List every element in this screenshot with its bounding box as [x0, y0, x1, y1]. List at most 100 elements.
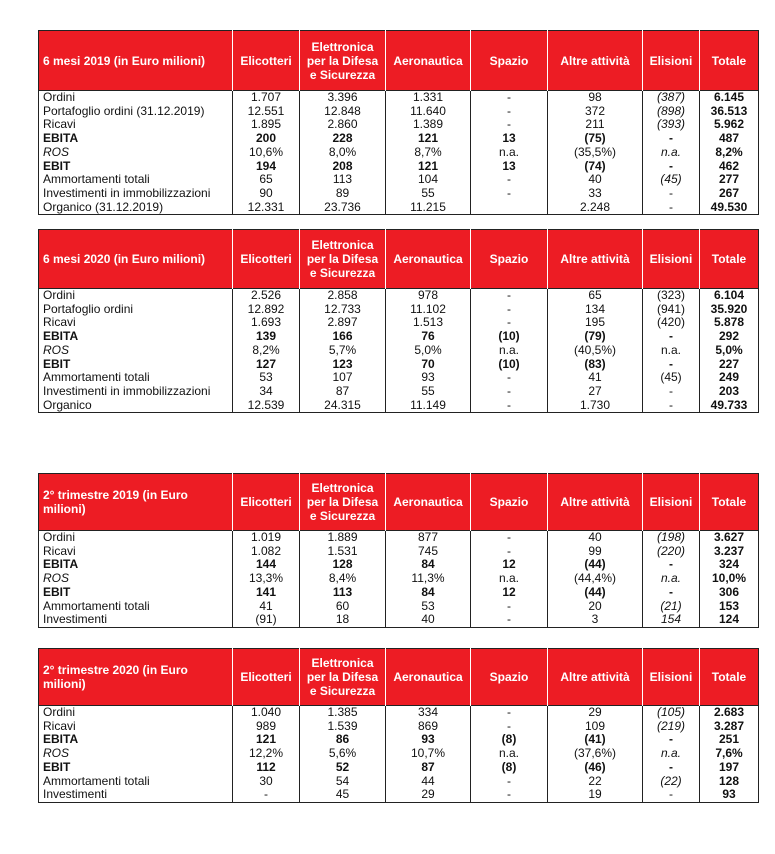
row-label: Ammortamenti totali [38, 173, 233, 187]
cell-totale: 7,6% [715, 746, 743, 761]
cell-elettronica: 113 [299, 173, 386, 187]
cell-altre-attivita: 40 [547, 530, 643, 545]
cell-spazio: - [470, 398, 548, 413]
cell-spazio: - [470, 302, 548, 317]
table-row: Investimenti in immobilizzazioni 90 89 55-3… [38, 186, 759, 201]
column-header-altre-attivita: Altre attività [547, 473, 643, 531]
cell-elicotteri: 41 [232, 599, 300, 614]
cell-elicotteri: 1.040 [232, 705, 300, 720]
column-header-aeronautica: Aeronautica [385, 229, 471, 289]
cell-elettronica: 1.539 [299, 719, 386, 734]
cell-aeronautica: 11.640 [385, 104, 471, 119]
cell-elicotteri: 12.551 [232, 104, 300, 119]
cell-elisioni: - [642, 585, 700, 600]
cell-elisioni: - [642, 329, 700, 344]
cell-elicotteri: 65 [232, 173, 300, 187]
cell-elettronica: 18 [299, 612, 386, 628]
cell-spazio: n.a. [470, 746, 548, 761]
cell-altre-attivita: (35,5%) [547, 145, 643, 160]
cell-totale: 153 [718, 598, 740, 613]
cell-elisioni: - [642, 159, 700, 174]
cell-totale: 35.920 [710, 301, 748, 316]
cell-aeronautica: 8,7% [385, 145, 471, 160]
cell-elettronica: 87 [299, 384, 386, 399]
cell-elisioni: - [642, 131, 700, 146]
cell-aeronautica: 44 [385, 774, 471, 789]
cell-aeronautica: 29 [385, 787, 471, 803]
cell-altre-attivita: 3 [547, 612, 643, 628]
cell-aeronautica: 93 [385, 733, 471, 748]
row-label: Ricavi [38, 544, 233, 559]
cell-elisioni: n.a. [642, 746, 700, 761]
cell-spazio: - [470, 118, 548, 133]
cell-totale: 487 [718, 131, 740, 146]
cell-elettronica: 89 [299, 186, 386, 201]
cell-elettronica: 2.860 [299, 118, 386, 133]
cell-aeronautica: 5,0% [385, 343, 471, 358]
cell-elicotteri: 139 [232, 329, 300, 344]
column-header-spazio: Spazio [470, 648, 548, 706]
cell-elicotteri: (91) [232, 612, 300, 628]
cell-spazio: - [470, 530, 548, 545]
column-header-elisioni: Elisioni [642, 30, 700, 91]
cell-elicotteri: 8,2% [232, 343, 300, 358]
column-header-altre-attivita: Altre attività [547, 648, 643, 706]
cell-aeronautica: 877 [385, 530, 471, 545]
cell-elicotteri: 194 [232, 159, 300, 174]
cell-elettronica: 86 [299, 733, 386, 748]
row-label: Investimenti in immobilizzazioni [38, 186, 233, 201]
cell-elisioni: - [642, 733, 700, 748]
cell-spazio: n.a. [470, 145, 548, 160]
cell-altre-attivita: (79) [547, 329, 643, 344]
cell-elettronica: 8,4% [299, 571, 386, 586]
cell-elettronica: 12.848 [299, 104, 386, 119]
table-header-row: 6 mesi 2019 (in Euro milioni) Elicotteri E… [38, 30, 759, 91]
cell-aeronautica: 84 [385, 558, 471, 573]
table-row: Organico 12.539 24.315 11.149-1.730-49.733 [38, 397, 759, 413]
cell-totale: 203 [718, 383, 740, 398]
row-label: ROS [38, 746, 233, 761]
cell-altre-attivita: 1.730 [547, 398, 643, 413]
table-header-row: 6 mesi 2020 (in Euro milioni) Elicotteri E… [38, 229, 759, 289]
row-label: EBITA [38, 733, 233, 748]
cell-totale: 128 [718, 773, 740, 788]
column-header-spazio: Spazio [470, 473, 548, 531]
table-row: Portafoglio ordini (31.12.2019) 12.551 12.… [38, 104, 759, 119]
cell-elettronica: 1.889 [299, 530, 386, 545]
cell-aeronautica: 70 [385, 357, 471, 372]
cell-aeronautica: 104 [385, 173, 471, 187]
table-row: EBITA 200 228 121 13 (75) - 487 [38, 131, 759, 146]
cell-aeronautica: 745 [385, 544, 471, 559]
financial-table: 2° trimestre 2020 (in Euro milioni) Elico… [38, 648, 759, 803]
cell-aeronautica: 121 [385, 131, 471, 146]
cell-altre-attivita: (74) [547, 159, 643, 174]
cell-elicotteri: 34 [232, 384, 300, 399]
cell-totale: 124 [718, 612, 740, 627]
cell-spazio: - [470, 719, 548, 734]
cell-aeronautica: 53 [385, 599, 471, 614]
cell-elisioni: (21) [642, 599, 700, 614]
cell-elettronica: 166 [299, 329, 386, 344]
cell-elettronica: 208 [299, 159, 386, 174]
cell-totale: 251 [718, 732, 740, 747]
cell-aeronautica: 121 [385, 159, 471, 174]
financial-table: 6 mesi 2019 (in Euro milioni) Elicotteri E… [38, 30, 759, 216]
column-header-elicotteri: Elicotteri [232, 648, 300, 706]
table-row: EBIT 141 113 84 12 (44) - 306 [38, 585, 759, 600]
cell-elicotteri: 13,3% [232, 571, 300, 586]
cell-totale: 49.733 [710, 397, 748, 412]
cell-totale: 3.287 [713, 718, 745, 733]
cell-elicotteri: 121 [232, 733, 300, 748]
cell-spazio: (8) [470, 760, 548, 775]
cell-altre-attivita: 19 [547, 787, 643, 803]
table-row: Ricavi 1.693 2.897 1.513-195 (420) 5.878 [38, 316, 759, 331]
cell-elisioni: (219) [642, 719, 700, 734]
cell-elisioni: (45) [642, 173, 700, 187]
cell-elicotteri: 112 [232, 760, 300, 775]
row-label: Ammortamenti totali [38, 774, 233, 789]
row-label: EBITA [38, 329, 233, 344]
cell-totale: 93 [722, 787, 736, 802]
cell-elettronica: 52 [299, 760, 386, 775]
cell-spazio: 13 [470, 131, 548, 146]
cell-spazio: - [470, 90, 548, 105]
